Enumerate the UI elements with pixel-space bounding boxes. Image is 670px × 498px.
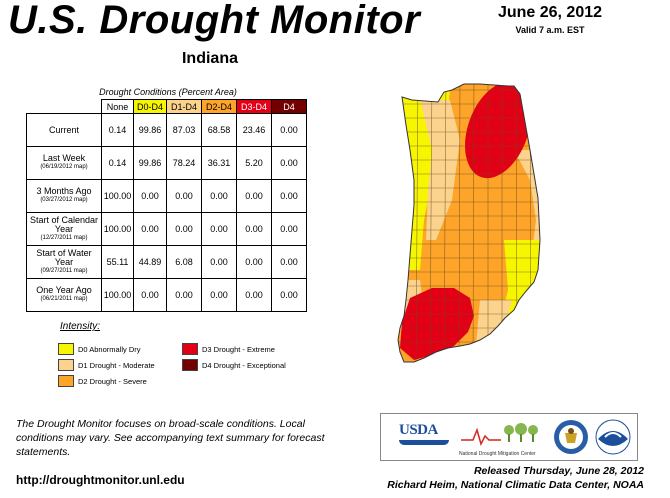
- valid-time: Valid 7 a.m. EST: [515, 25, 585, 35]
- table-header-row: None D0-D4 D1-D4 D2-D4 D3-D4 D4: [26, 99, 307, 114]
- cell-value: 0.00: [166, 278, 202, 312]
- cell-value: 0.00: [271, 146, 307, 180]
- cell-value: 99.86: [133, 146, 167, 180]
- cell-value: 0.00: [166, 179, 202, 213]
- cell-value: 0.00: [271, 245, 307, 279]
- table-row: Start of Calendar Year (12/27/2011 map) 1…: [26, 212, 307, 246]
- cell-value: 55.11: [101, 245, 134, 279]
- release-info: Released Thursday, June 28, 2012 Richard…: [360, 464, 644, 492]
- cell-value: 0.00: [236, 212, 272, 246]
- cell-value: 0.14: [101, 113, 134, 147]
- footnote: The Drought Monitor focuses on broad-sca…: [16, 418, 325, 458]
- legend-label-d3: D3 Drought - Extreme: [202, 345, 275, 354]
- d1-area-west: [420, 100, 460, 240]
- table-row: 3 Months Ago (03/27/2012 map) 100.00 0.00…: [26, 179, 307, 213]
- row-label: Start of Calendar Year (12/27/2011 map): [26, 212, 102, 246]
- noaa-logo-icon: [595, 419, 631, 455]
- cell-value: 0.00: [133, 179, 167, 213]
- cell-value: 100.00: [101, 212, 134, 246]
- drought-conditions-table: None D0-D4 D1-D4 D2-D4 D3-D4 D4 Current …: [26, 99, 307, 312]
- d3-area-northeast: [465, 84, 531, 179]
- row-label: One Year Ago (06/21/2011 map): [26, 278, 102, 312]
- cell-value: 68.58: [201, 113, 237, 147]
- cell-value: 0.00: [201, 179, 237, 213]
- cell-value: 0.00: [271, 113, 307, 147]
- cell-value: 100.00: [101, 179, 134, 213]
- cell-value: 78.24: [166, 146, 202, 180]
- row-label: Start of Water Year (09/27/2011 map): [26, 245, 102, 279]
- cell-value: 87.03: [166, 113, 202, 147]
- row-label: Current: [26, 113, 102, 147]
- cell-value: 100.00: [101, 278, 134, 312]
- release-date: Released Thursday, June 28, 2012: [473, 465, 644, 477]
- cell-value: 0.00: [201, 278, 237, 312]
- d3-area-southwest: [400, 288, 474, 360]
- cell-value: 5.20: [236, 146, 272, 180]
- usda-logo: USDA: [399, 422, 449, 450]
- cell-value: 0.00: [236, 245, 272, 279]
- cell-value: 23.46: [236, 113, 272, 147]
- legend-swatch-d0: [58, 343, 74, 355]
- cell-value: 99.86: [133, 113, 167, 147]
- map-title: U.S. Drought Monitor: [8, 0, 421, 42]
- cell-value: 0.00: [271, 278, 307, 312]
- legend-swatch-d1: [58, 359, 74, 371]
- legend-swatch-d2: [58, 375, 74, 387]
- cell-value: 0.14: [101, 146, 134, 180]
- cell-value: 0.00: [201, 212, 237, 246]
- legend-label-d2: D2 Drought - Severe: [78, 377, 147, 386]
- table-caption: Drought Conditions (Percent Area): [99, 87, 237, 97]
- legend-label-d0: D0 Abnormally Dry: [78, 345, 141, 354]
- map-date: June 26, 2012: [497, 4, 603, 21]
- legend-label-d4: D4 Drought - Exceptional: [202, 361, 286, 370]
- row-label: 3 Months Ago (03/27/2012 map): [26, 179, 102, 213]
- col-d1-d4: D1-D4: [166, 99, 202, 114]
- indiana-drought-map: [397, 83, 541, 363]
- state-name: Indiana: [181, 50, 238, 67]
- cell-value: 6.08: [166, 245, 202, 279]
- legend-swatch-d3: [182, 343, 198, 355]
- table-row: One Year Ago (06/21/2011 map) 100.00 0.00…: [26, 278, 307, 312]
- col-d2-d4: D2-D4: [201, 99, 237, 114]
- state-outline: [397, 83, 541, 363]
- row-label: Last Week (06/19/2012 map): [26, 146, 102, 180]
- monitor-url[interactable]: http://droughtmonitor.unl.edu: [16, 473, 185, 487]
- author-credit: Richard Heim, National Climatic Data Cen…: [387, 479, 644, 491]
- cell-value: 0.00: [236, 179, 272, 213]
- col-d4: D4: [271, 99, 307, 114]
- col-d0-d4: D0-D4: [133, 99, 167, 114]
- ndmc-emblem-icon: [461, 423, 538, 447]
- cell-value: 0.00: [271, 179, 307, 213]
- cell-value: 0.00: [236, 278, 272, 312]
- header-blank: [26, 99, 102, 114]
- legend-title: Intensity:: [60, 321, 101, 332]
- cell-value: 0.00: [271, 212, 307, 246]
- table-row: Start of Water Year (09/27/2011 map) 55.1…: [26, 245, 307, 279]
- col-d3-d4: D3-D4: [236, 99, 272, 114]
- commerce-seal-icon: [554, 420, 588, 454]
- cell-value: 44.89: [133, 245, 167, 279]
- cell-value: 0.00: [201, 245, 237, 279]
- logos-box: USDA National Drought Mitigation Center: [380, 413, 638, 461]
- col-none: None: [101, 99, 134, 114]
- cell-value: 0.00: [166, 212, 202, 246]
- legend-swatch-d4: [182, 359, 198, 371]
- table-row: Current 0.14 99.86 87.03 68.58 23.46 0.0…: [26, 113, 307, 147]
- legend-label-d1: D1 Drought - Moderate: [78, 361, 155, 370]
- table-row: Last Week (06/19/2012 map) 0.14 99.86 78.…: [26, 146, 307, 180]
- ndmc-logo: National Drought Mitigation Center: [459, 420, 543, 457]
- d1-area-south: [476, 300, 512, 345]
- cell-value: 0.00: [133, 212, 167, 246]
- cell-value: 36.31: [201, 146, 237, 180]
- cell-value: 0.00: [133, 278, 167, 312]
